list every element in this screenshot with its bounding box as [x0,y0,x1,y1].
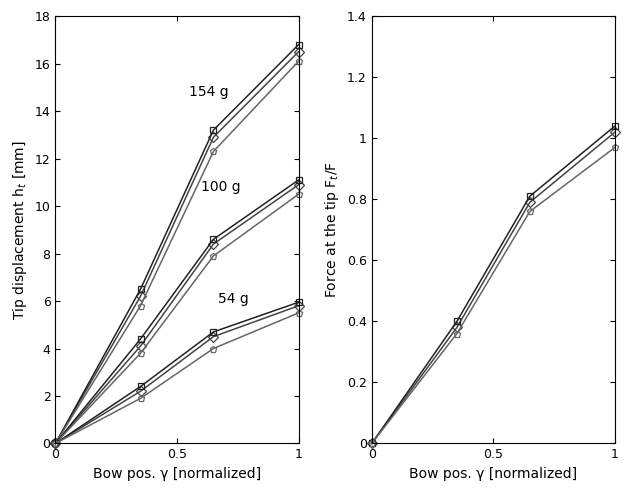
Text: 100 g: 100 g [202,180,241,194]
Y-axis label: Force at the tip F$_t$/F: Force at the tip F$_t$/F [323,161,341,298]
Text: 54 g: 54 g [219,292,249,306]
X-axis label: Bow pos. γ [normalized]: Bow pos. γ [normalized] [410,467,578,481]
Text: 154 g: 154 g [189,85,229,99]
X-axis label: Bow pos. γ [normalized]: Bow pos. γ [normalized] [93,467,261,481]
Y-axis label: Tip displacement h$_t$ [mm]: Tip displacement h$_t$ [mm] [11,140,29,320]
